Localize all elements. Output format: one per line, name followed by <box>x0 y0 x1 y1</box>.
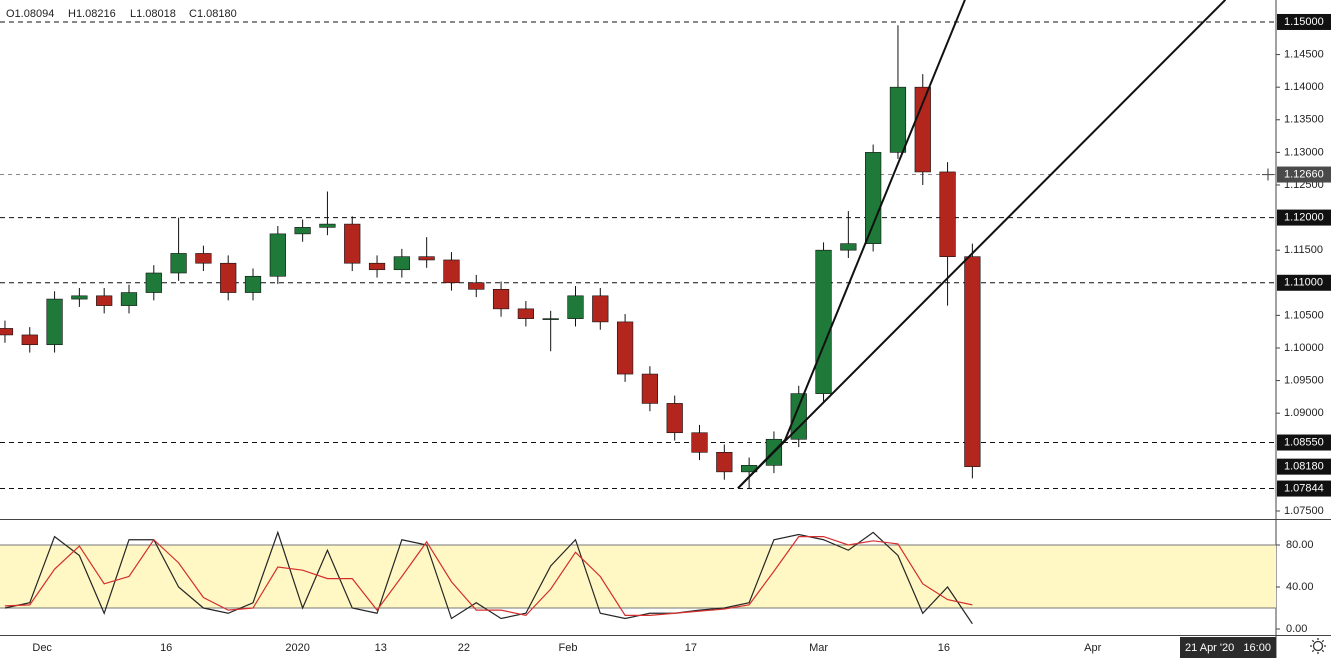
y-tick-label: 1.13500 <box>1284 114 1324 126</box>
stoch-band <box>0 544 1276 609</box>
y-tick-label: 1.09500 <box>1284 374 1324 386</box>
candle-body <box>691 432 708 453</box>
candle-body <box>492 288 510 310</box>
y-tick-label: 80.00 <box>1286 539 1314 551</box>
candle-body <box>815 249 832 394</box>
candle-body <box>666 403 683 434</box>
candle-body <box>319 223 336 228</box>
candle-body <box>914 86 931 173</box>
level-badge <box>1277 480 1331 497</box>
axes: Dec 16 2020 13 22 Feb 17 Mar 16 Apr 1.07500 1.09000… <box>32 13 1331 658</box>
candle-body <box>790 393 807 440</box>
last-price-badge <box>1277 458 1331 475</box>
x-tick-label: 2020 <box>285 642 309 654</box>
y-tick-label: 1.10000 <box>1284 342 1324 354</box>
price-pane <box>0 0 1276 490</box>
candle-body <box>71 295 88 300</box>
y-tick-label: 1.10500 <box>1284 309 1324 321</box>
level-badge <box>1277 209 1331 226</box>
candle-body <box>96 295 113 306</box>
candle-body <box>418 256 435 261</box>
stoch-line <box>4 535 973 617</box>
x-tick-label: 13 <box>375 642 387 654</box>
stochastic-pane <box>0 530 1276 625</box>
candle-body <box>0 328 14 336</box>
crosshair-time-badge <box>1180 637 1276 658</box>
candle-body <box>517 308 534 319</box>
crosshair-badge <box>1277 166 1331 183</box>
settings-icon[interactable] <box>1310 638 1326 654</box>
x-tick-label: 16 <box>938 642 950 654</box>
candle-body <box>195 253 212 264</box>
level-badge <box>1277 274 1331 291</box>
candle-body <box>269 233 286 277</box>
trendline <box>737 0 1227 489</box>
candle-body <box>443 259 460 284</box>
crosshair-label: 1.12660 <box>1284 168 1324 180</box>
level-label: 1.08550 <box>1284 436 1324 448</box>
level-label: 1.07844 <box>1284 482 1324 494</box>
candle-body <box>964 256 981 467</box>
candle-body <box>393 256 410 271</box>
candle-body <box>344 223 361 264</box>
candle-body <box>939 171 956 257</box>
candle-body <box>468 282 485 290</box>
candle-body <box>567 295 584 319</box>
candle-body <box>592 295 609 323</box>
level-label: 1.11000 <box>1284 277 1323 289</box>
candle-body <box>865 152 882 244</box>
candle-body <box>21 334 38 346</box>
candle-body <box>616 321 634 375</box>
candle-body <box>145 272 162 293</box>
ohlc-low: L1.08018 <box>130 8 176 20</box>
level-label: 1.15000 <box>1284 16 1324 28</box>
candle-body <box>46 298 63 346</box>
y-tick-label: 1.14000 <box>1284 81 1324 93</box>
candle-body <box>294 227 311 235</box>
ohlc-high: H1.08216 <box>68 8 116 20</box>
candle-body <box>641 373 659 404</box>
candle-body <box>170 253 187 274</box>
level-badge <box>1277 434 1331 451</box>
x-tick-label: 22 <box>458 642 470 654</box>
x-tick-label: Apr <box>1084 642 1101 654</box>
crosshair-plus <box>1262 168 1274 181</box>
ohlc-close: C1.08180 <box>189 8 237 20</box>
x-tick-label: 16 <box>160 642 172 654</box>
last-price-label: 1.08180 <box>1284 461 1324 473</box>
y-tick-label: 0.00 <box>1286 623 1307 635</box>
candle-body <box>220 262 237 293</box>
level-label: 1.12000 <box>1284 211 1324 223</box>
x-tick-label: Dec <box>32 642 52 654</box>
x-tick-label: Mar <box>809 642 828 654</box>
candle-body <box>840 243 857 251</box>
y-tick-label: 1.09000 <box>1284 407 1324 419</box>
crosshair-time: 21 Apr '20 16:00 <box>1185 642 1271 654</box>
ohlc-open: O1.08094 <box>6 8 54 20</box>
x-tick-label: 17 <box>685 642 697 654</box>
x-tick-label: Feb <box>559 642 578 654</box>
y-tick-label: 1.14500 <box>1284 48 1324 60</box>
y-tick-label: 1.13000 <box>1284 146 1324 158</box>
candle-body <box>542 318 559 320</box>
y-tick-label: 40.00 <box>1286 581 1314 593</box>
y-tick-label: 1.11500 <box>1284 244 1323 256</box>
candle-body <box>244 275 262 293</box>
candle-body <box>889 86 907 153</box>
y-tick-label: 1.07500 <box>1284 505 1324 517</box>
candle-body <box>120 292 138 306</box>
candle-body <box>368 262 386 271</box>
level-badge <box>1277 13 1331 30</box>
candle-body <box>716 451 733 473</box>
